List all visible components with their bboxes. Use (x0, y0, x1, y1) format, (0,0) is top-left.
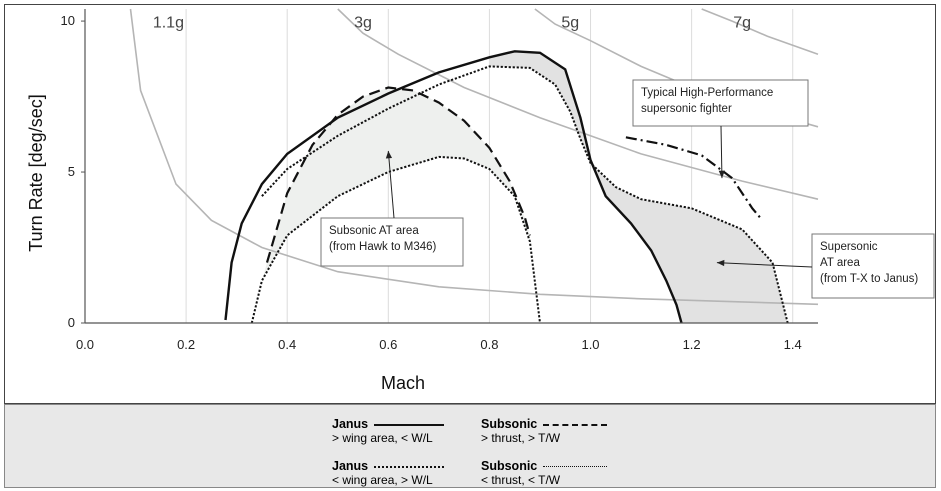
x-tick-label: 1.2 (683, 337, 701, 352)
x-tick-label: 1.4 (784, 337, 802, 352)
annotation-text: supersonic fighter (641, 103, 732, 115)
chart-frame: 1.1g 3g 5g 7g 0.0 0.2 0.4 0.6 0.8 1.0 1.2 1.4 0 5 10 … (4, 4, 936, 404)
legend-desc: > wing area, < W/L (332, 431, 444, 445)
load-factor-label: 1.1g (153, 15, 184, 32)
annotation-arrow (721, 126, 722, 178)
x-tick-label: 0.6 (379, 337, 397, 352)
y-tick-label: 5 (68, 164, 75, 179)
x-tick-label: 0.8 (480, 337, 498, 352)
legend-item-subsonic-dotted: Subsonic < thrust, < T/W (481, 459, 607, 487)
x-tick-label: 1.0 (581, 337, 599, 352)
legend-desc: < wing area, > W/L (332, 473, 444, 487)
load-factor-label: 7g (733, 15, 751, 32)
legend-title: Subsonic (481, 459, 537, 473)
turn-rate-chart: 1.1g 3g 5g 7g 0.0 0.2 0.4 0.6 0.8 1.0 1.2 1.40510 … (5, 5, 935, 403)
load-factor-label: 3g (354, 15, 372, 32)
x-axis-label: Mach (381, 373, 425, 393)
legend-desc: > thrust, > T/W (481, 431, 607, 445)
annotation-text: Supersonic (820, 241, 878, 253)
legend-item-janus-dotted: Janus < wing area, > W/L (332, 459, 444, 487)
legend: Janus > wing area, < W/L Subsonic > thru… (4, 404, 936, 488)
upper-gap-area (489, 51, 590, 163)
legend-swatch-fine-dotted (543, 466, 607, 467)
legend-title: Janus (332, 417, 368, 431)
legend-swatch-solid (374, 424, 444, 426)
annotation-text: AT area (820, 257, 860, 269)
legend-swatch-dashed (543, 424, 607, 426)
annotation-text: Typical High-Performance (641, 87, 773, 99)
x-tick-label: 0.2 (177, 337, 195, 352)
legend-swatch-dotted (374, 466, 444, 468)
load-factor-label: 5g (561, 15, 579, 32)
legend-title: Subsonic (481, 417, 537, 431)
y-tick-label: 0 (68, 315, 75, 330)
annotation-text: (from Hawk to M346) (329, 241, 437, 253)
legend-title: Janus (332, 459, 368, 473)
load-factor-curve-7g (702, 9, 818, 54)
x-tick-label: 0.0 (76, 337, 94, 352)
annotation-text: Subsonic AT area (329, 225, 419, 237)
x-tick-label: 0.4 (278, 337, 296, 352)
legend-item-subsonic-dashed: Subsonic > thrust, > T/W (481, 417, 607, 445)
annotation-text: (from T-X to Janus) (820, 273, 918, 285)
y-axis-label: Turn Rate [deg/sec] (26, 94, 46, 251)
y-tick-label: 10 (61, 13, 75, 28)
legend-desc: < thrust, < T/W (481, 473, 607, 487)
legend-item-janus-solid: Janus > wing area, < W/L (332, 417, 444, 445)
